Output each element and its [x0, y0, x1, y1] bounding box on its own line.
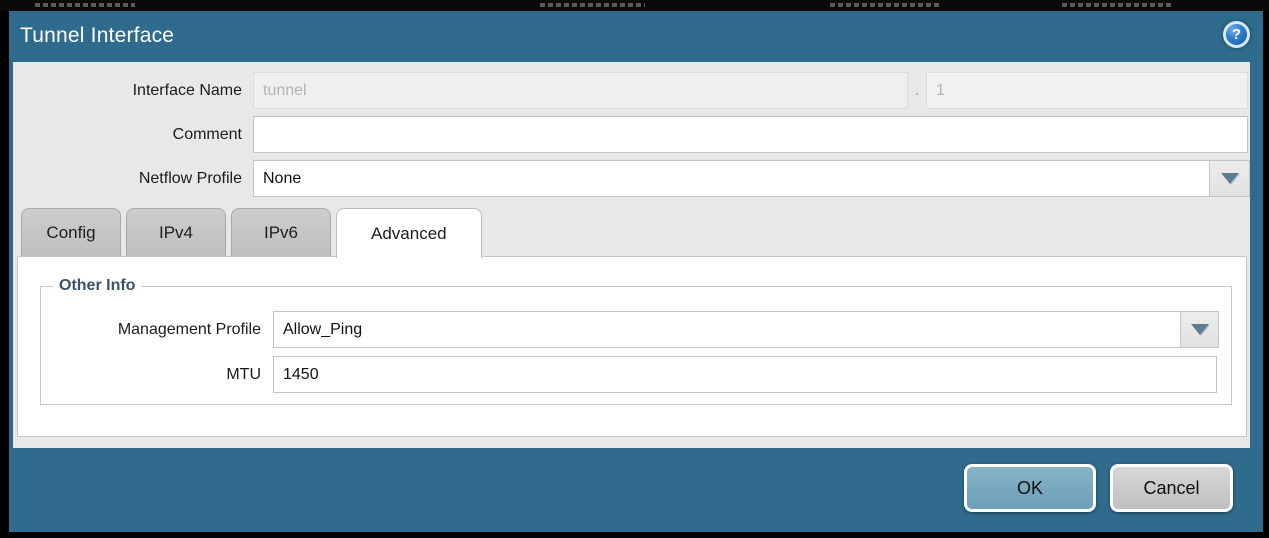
tab-strip: Config IPv4 IPv6 Advanced: [13, 207, 1250, 258]
tab-advanced[interactable]: Advanced: [336, 208, 482, 258]
tab-config[interactable]: Config: [21, 208, 121, 256]
netflow-profile-dropdown-button[interactable]: [1210, 160, 1250, 197]
advanced-tab-panel: Other Info Management Profile MTU: [17, 256, 1247, 437]
interface-name-separator: .: [914, 81, 920, 99]
mtu-row: MTU: [41, 356, 1219, 393]
chevron-down-icon: [1190, 324, 1209, 335]
other-info-section: Other Info Management Profile MTU: [40, 277, 1232, 405]
help-icon[interactable]: ?: [1223, 21, 1250, 48]
dialog-footer: OK Cancel: [964, 464, 1233, 512]
tunnel-interface-dialog: Tunnel Interface ? Interface Name . Comm…: [9, 11, 1263, 532]
dialog-titlebar: Tunnel Interface ?: [9, 11, 1263, 61]
management-profile-input[interactable]: [273, 311, 1181, 348]
other-info-legend: Other Info: [59, 277, 136, 294]
tab-ipv6-label: IPv6: [263, 222, 299, 242]
management-profile-dropdown-button[interactable]: [1181, 311, 1219, 348]
tab-config-label: Config: [46, 222, 96, 242]
dialog-title: Tunnel Interface: [20, 24, 175, 47]
obscured-background-text: [1062, 3, 1172, 7]
management-profile-row: Management Profile: [41, 311, 1219, 348]
netflow-profile-input[interactable]: [253, 160, 1210, 197]
mtu-label: MTU: [226, 365, 261, 383]
chevron-down-icon: [1220, 173, 1239, 184]
obscured-background-text: [540, 3, 645, 7]
netflow-profile-label: Netflow Profile: [138, 169, 242, 187]
tab-ipv6[interactable]: IPv6: [231, 208, 331, 256]
tab-ipv4[interactable]: IPv4: [126, 208, 226, 256]
management-profile-label: Management Profile: [117, 320, 261, 338]
interface-name-label: Interface Name: [132, 81, 242, 99]
comment-row: Comment: [13, 116, 1250, 153]
tab-ipv4-label: IPv4: [158, 222, 194, 242]
interface-name-row: Interface Name .: [13, 72, 1250, 109]
interface-name-suffix-input[interactable]: [926, 72, 1248, 109]
background-page-strip: [0, 0, 1269, 11]
obscured-background-text: [830, 3, 940, 7]
cancel-button[interactable]: Cancel: [1110, 464, 1233, 512]
comment-input[interactable]: [253, 116, 1248, 153]
obscured-background-text: [35, 3, 135, 7]
mtu-input[interactable]: [273, 356, 1217, 393]
tab-advanced-label: Advanced: [371, 223, 447, 243]
ok-button[interactable]: OK: [964, 464, 1096, 512]
dialog-form-panel: Interface Name . Comment Netflow Profile…: [13, 62, 1250, 448]
netflow-profile-row: Netflow Profile: [13, 160, 1250, 197]
help-icon-glyph: ?: [1231, 26, 1242, 43]
comment-label: Comment: [172, 125, 242, 143]
interface-name-base-input: [253, 72, 908, 109]
